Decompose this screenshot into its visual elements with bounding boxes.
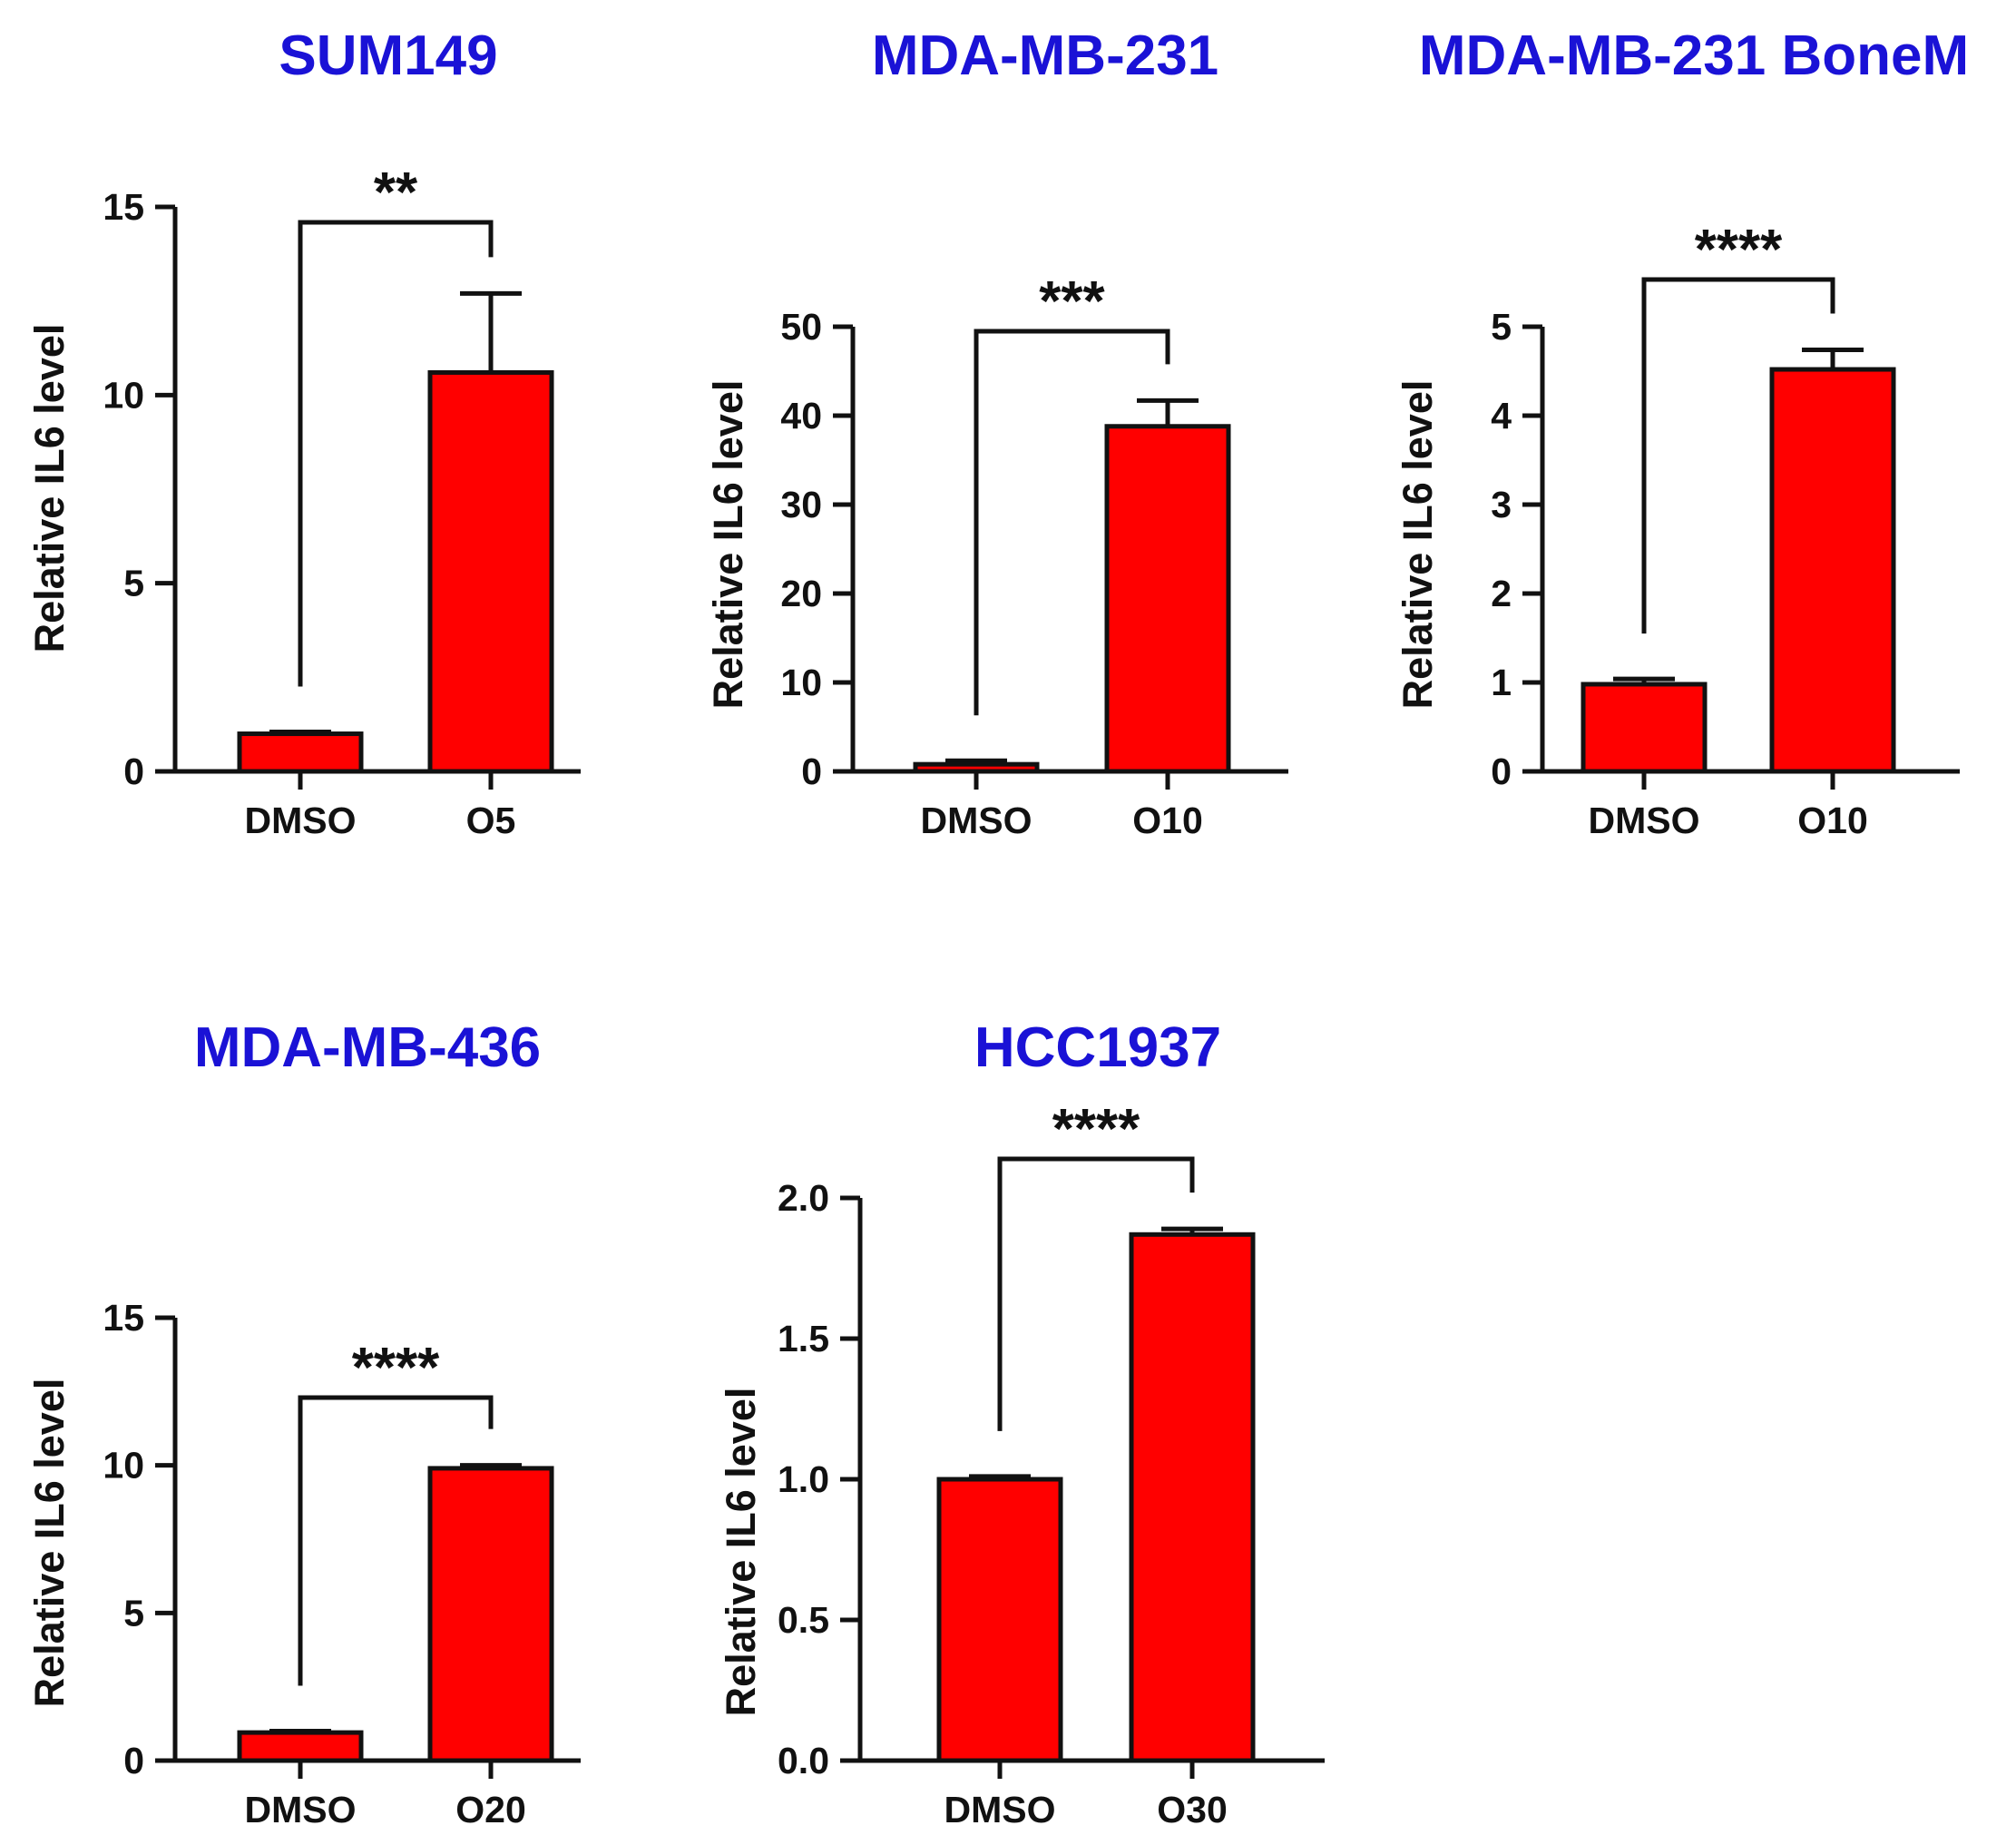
y-tick-label: 10	[780, 662, 822, 703]
x-tick-label: DMSO	[245, 800, 357, 841]
x-tick-label: O30	[1157, 1789, 1228, 1830]
y-tick-label: 1	[1491, 662, 1512, 703]
chart-panel-mda-mb-436: MDA-MB-436 Relative IL6 level **** 0 5 10 1…	[26, 1016, 581, 1830]
bar-dmso	[1581, 682, 1708, 774]
bar-o10	[1104, 424, 1231, 774]
y-tick-label: 3	[1491, 484, 1512, 525]
y-tick-label: 50	[780, 306, 822, 348]
chart-title: MDA-MB-436	[194, 1016, 541, 1079]
y-tick-label: 2	[1491, 573, 1512, 614]
y-tick-label: 20	[780, 573, 822, 614]
y-tick-label: 30	[780, 484, 822, 525]
x-tick-label: DMSO	[1589, 800, 1700, 841]
chart-panel-sum149: SUM149 Relative IL6 level ** 0 5 10 15 DMSO O…	[26, 25, 581, 841]
y-tick-label: 0.0	[778, 1740, 829, 1781]
bar-dmso	[237, 1730, 364, 1763]
x-tick-label: O10	[1797, 800, 1868, 841]
significance-label: ****	[1695, 219, 1783, 281]
chart-panel-hcc1937: HCC1937 Relative IL6 level **** 0.0 0.5 1.…	[718, 1016, 1325, 1830]
x-tick-label: DMSO	[921, 800, 1032, 841]
bar-dmso	[936, 1477, 1063, 1763]
x-tick-label: DMSO	[245, 1789, 357, 1830]
y-axis-label: Relative IL6 level	[26, 1379, 73, 1708]
y-axis-label: Relative IL6 level	[1395, 380, 1441, 710]
y-axis-label: Relative IL6 level	[705, 380, 751, 710]
y-tick-label: 40	[780, 395, 822, 437]
y-axis-label: Relative IL6 level	[26, 324, 73, 653]
y-tick-label: 10	[103, 374, 144, 416]
bar-dmso	[237, 731, 364, 774]
bar-dmso	[913, 761, 1040, 774]
significance-bracket	[298, 1395, 494, 1686]
y-tick-label: 15	[103, 186, 144, 228]
bar-o30	[1129, 1232, 1256, 1763]
chart-panel-mda-mb-231: MDA-MB-231 Relative IL6 level *** 0 10 20 3…	[705, 25, 1288, 841]
chart-title: MDA-MB-231	[872, 25, 1218, 87]
y-tick-label: 10	[103, 1445, 144, 1487]
significance-bracket	[974, 329, 1170, 716]
chart-title: MDA-MB-231 BoneM	[1419, 25, 1969, 87]
bar-o5	[427, 369, 554, 774]
x-tick-label: O5	[466, 800, 516, 841]
significance-label: ****	[1052, 1098, 1140, 1161]
y-tick-label: 0	[123, 751, 144, 792]
y-tick-label: 5	[123, 563, 144, 604]
bar-o10	[1769, 367, 1896, 774]
y-tick-label: 5	[123, 1592, 144, 1634]
significance-bracket	[298, 220, 494, 687]
significance-bracket	[1641, 277, 1835, 634]
y-tick-label: 1.5	[778, 1318, 829, 1359]
y-tick-label: 4	[1491, 395, 1512, 437]
x-tick-label: O10	[1132, 800, 1203, 841]
y-tick-label: 0	[123, 1740, 144, 1781]
y-axis-label: Relative IL6 level	[718, 1388, 764, 1717]
bar-o20	[427, 1466, 554, 1763]
y-tick-label: 1.0	[778, 1458, 829, 1500]
y-tick-label: 0.5	[778, 1599, 829, 1641]
y-tick-label: 2.0	[778, 1177, 829, 1219]
significance-label: ****	[352, 1337, 440, 1399]
y-tick-label: 15	[103, 1297, 144, 1339]
chart-panel-mda-mb-231-bonem: MDA-MB-231 BoneM Relative IL6 level ****…	[1395, 25, 1969, 841]
y-tick-label: 5	[1491, 306, 1512, 348]
significance-label: ***	[1039, 270, 1105, 333]
significance-bracket	[997, 1156, 1195, 1431]
y-tick-label: 0	[1491, 751, 1512, 792]
chart-title: HCC1937	[974, 1016, 1221, 1079]
significance-label: **	[374, 162, 418, 224]
x-tick-label: DMSO	[944, 1789, 1056, 1830]
x-tick-label: O20	[455, 1789, 526, 1830]
y-tick-label: 0	[801, 751, 822, 792]
chart-title: SUM149	[279, 25, 497, 87]
